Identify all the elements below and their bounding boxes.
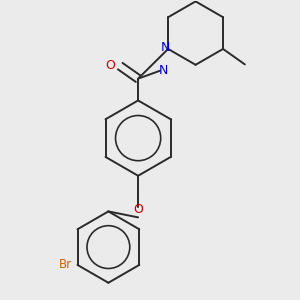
Text: O: O: [105, 59, 115, 72]
Text: N: N: [159, 64, 169, 77]
Text: N: N: [160, 41, 170, 55]
Text: O: O: [133, 203, 143, 216]
Text: Br: Br: [58, 258, 72, 272]
